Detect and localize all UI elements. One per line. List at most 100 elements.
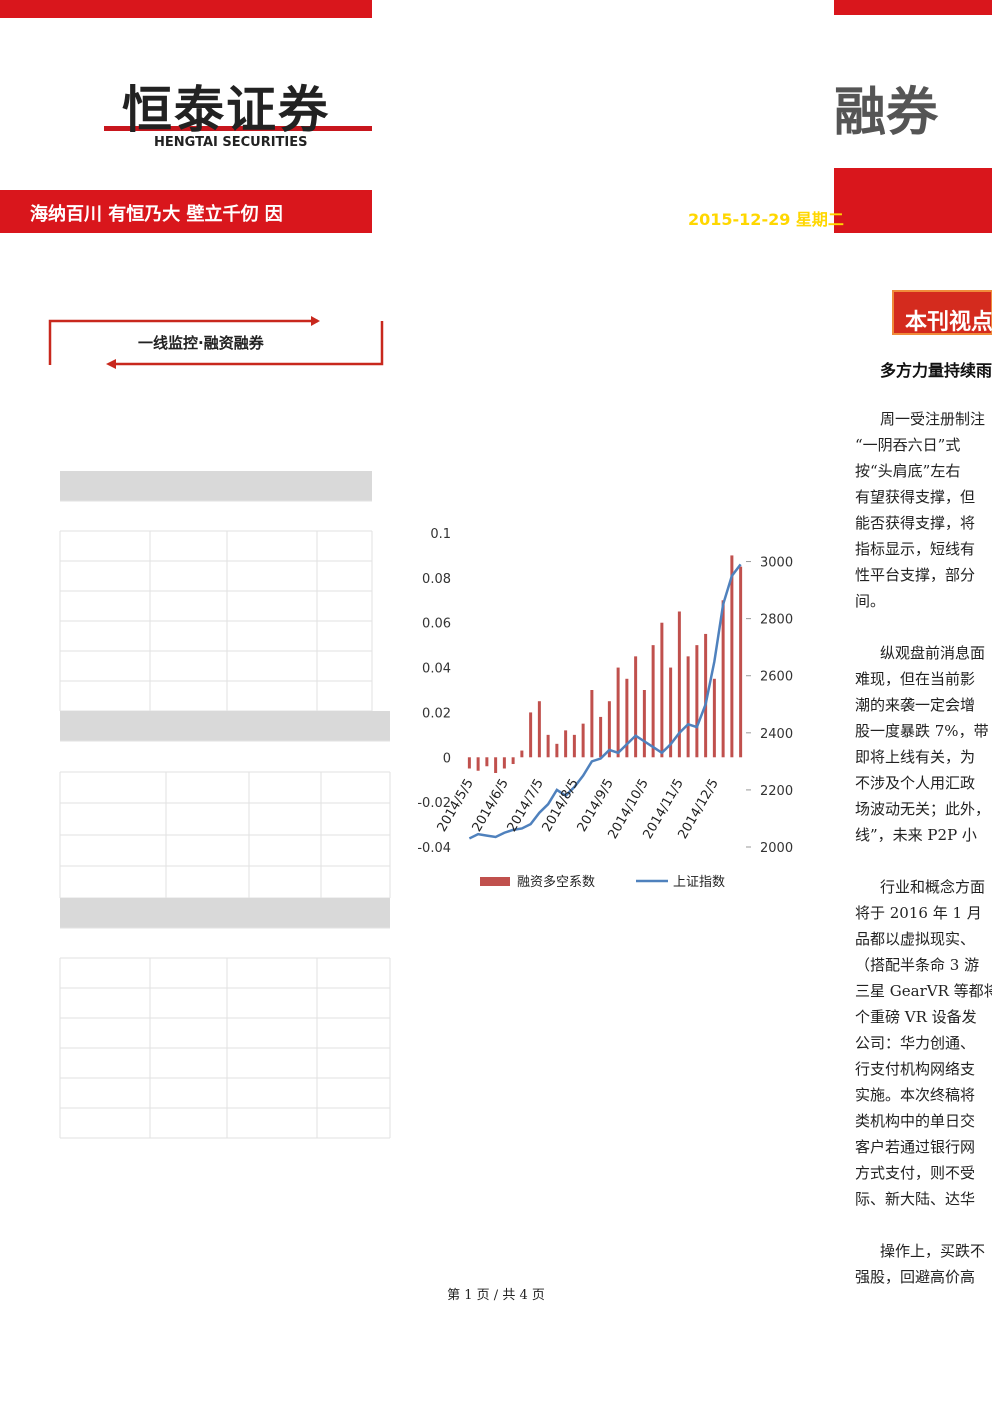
text-line: 客户若通过银行网 [855, 1138, 976, 1156]
text-line: 周一受注册制注 [880, 410, 986, 428]
logo: 恒泰证券 [122, 81, 330, 139]
view-box [892, 290, 992, 335]
y2-tick-label: 2600 [760, 670, 793, 685]
bar [677, 611, 681, 758]
bar [634, 656, 638, 758]
y-tick-label: 0.04 [422, 662, 451, 677]
y-tick-label: 0.08 [422, 572, 451, 587]
text-line: 场波动无关；此外， [855, 800, 991, 818]
y-tick-label: 0.02 [422, 706, 451, 721]
text-line: 不涉及个人用汇政 [855, 774, 976, 792]
paragraph: 周一受注册制注 “一阴吞六日”式 按“头肩底”左右 有望获得支撑，但 能否获得支撑，将指… [855, 406, 992, 614]
text-line: 类机构中的单日交 [855, 1112, 976, 1130]
text-line: 线”，未来 P2P 小 [855, 826, 977, 844]
text-line: 纵观盘前消息面 [880, 644, 986, 662]
bar [704, 633, 708, 758]
view-heading: 多方力量持续雨 [880, 361, 992, 380]
logo-en: HENGTAI SECURITIES [154, 135, 308, 150]
logo-right: 融券 [834, 83, 939, 143]
bar [581, 723, 585, 758]
tables [59, 471, 391, 1139]
text-line: 难现，但在当前影 [855, 670, 976, 688]
bar [721, 600, 725, 758]
bar [739, 566, 743, 758]
bar [642, 690, 646, 758]
legend-swatch [480, 877, 510, 886]
bar [564, 730, 568, 758]
y2-tick-label: 2400 [760, 727, 793, 742]
bar [502, 757, 506, 769]
red-band [834, 0, 992, 15]
text-line: 品都以虚拟现实、 [855, 930, 976, 948]
text-line: “一阴吞六日”式 [855, 436, 961, 454]
arrow [311, 316, 320, 326]
y-tick-label: -0.02 [417, 796, 451, 811]
text-line: 将于 2016 年 1 月 [855, 904, 982, 922]
text-line: （搭配半条命 3 游 [855, 956, 980, 974]
paragraph: 行业和概念方面 将于 2016 年 1 月品都以虚拟现实、 （搭配半条命 3 游三星… [855, 874, 992, 1212]
bar [651, 645, 655, 758]
table-header [60, 711, 390, 741]
paragraph: 操作上，买跌不强股，回避高价高 [855, 1238, 992, 1290]
bar [572, 734, 576, 758]
text-line: 能否获得支撑，将 [855, 514, 976, 532]
frame [110, 321, 384, 366]
chart: -0.04 -0.02 0 0.02 0.04 0.06 0.08 0.1 2000 2200 24… [417, 527, 793, 890]
text-line: 实施。本次终稿将 [855, 1086, 976, 1104]
bar [669, 667, 673, 758]
red-band [834, 168, 992, 233]
text-line: 按“头肩底”左右 [855, 462, 961, 480]
bar [494, 757, 498, 773]
text-line: 公司：华力创通、 [855, 1034, 976, 1052]
bar [607, 701, 611, 758]
text-line: 指标显示，短线有 [855, 540, 976, 558]
text-line: 强股，回避高价高 [855, 1268, 976, 1286]
text-line: 操作上，买跌不 [880, 1242, 986, 1260]
y2-tick-label: 2000 [760, 841, 793, 856]
slogan: 海纳百川 有恒乃大 壁立千仞 因 [30, 204, 283, 225]
y-tick-label: -0.04 [417, 841, 451, 856]
bar [590, 690, 594, 758]
y2-tick-label: 2200 [760, 784, 793, 799]
bar [695, 645, 699, 758]
bar [555, 743, 559, 758]
bar [712, 678, 716, 758]
bar [485, 757, 489, 767]
y-tick-label: 0 [443, 751, 451, 766]
text-line: 股一度暴跌 7%，带 [855, 722, 989, 740]
bar [730, 555, 734, 758]
line [468, 563, 742, 840]
table-header [60, 898, 390, 928]
section-label: 一线监控·融资融券 [138, 334, 264, 352]
view-title: 本刊视点 [905, 310, 992, 335]
red-band [0, 0, 372, 18]
text-line: 行支付机构网络支 [855, 1060, 976, 1078]
bar [599, 716, 603, 758]
logo-line [104, 126, 372, 131]
bar [546, 734, 550, 758]
date: 2015-12-29 星期二 [688, 210, 844, 229]
text-line: 三星 GearVR 等都将 [855, 982, 992, 1000]
text-line: 方式支付，则不受 [855, 1164, 976, 1182]
bar [660, 622, 664, 758]
bar [520, 750, 524, 758]
text-line: 个重磅 VR 设备发 [855, 1008, 977, 1026]
body-text: 周一受注册制注 “一阴吞六日”式 按“头肩底”左右 有望获得支撑，但 能否获得支撑，将指… [855, 406, 992, 1316]
paragraph: 纵观盘前消息面 难现，但在当前影 潮的来袭一定会增 股一度暴跌 7%，带 即将上线有关，… [855, 640, 992, 848]
legend-label: 融资多空系数 [517, 874, 595, 890]
y-tick-label: 0.1 [430, 527, 451, 542]
y-tick-label: 0.06 [422, 617, 451, 632]
bar [537, 701, 541, 758]
arrow [106, 359, 116, 369]
y2-tick-label: 3000 [760, 556, 793, 571]
legend-label: 上证指数 [673, 875, 725, 890]
bar [476, 757, 480, 771]
bar [467, 757, 471, 769]
bar [686, 656, 690, 758]
bar [625, 678, 629, 758]
bar [511, 757, 515, 765]
text-line: 潮的来袭一定会增 [855, 696, 976, 714]
text-line: 有望获得支撑，但 [855, 488, 976, 506]
